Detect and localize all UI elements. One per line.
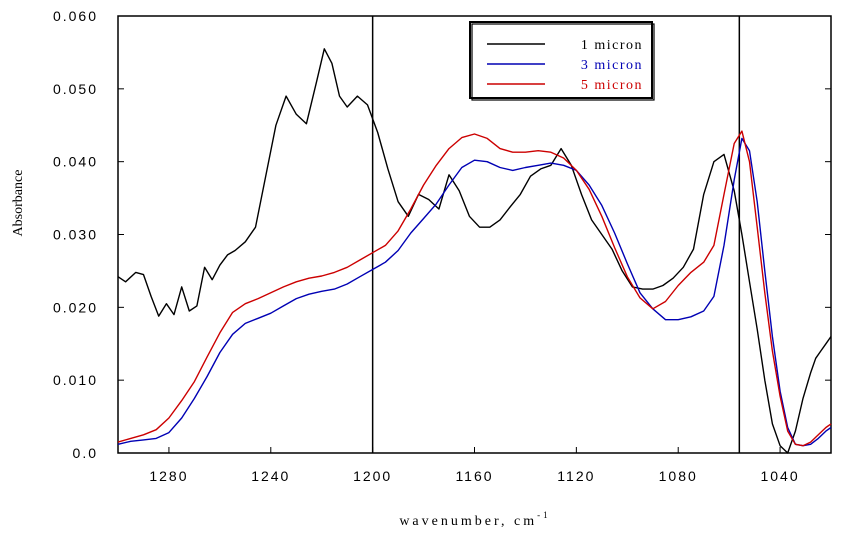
y-tick-label: 0.030 (53, 227, 98, 243)
legend-label-5-micron: 5 micron (581, 78, 643, 93)
x-tick-label: 1280 (149, 468, 188, 484)
y-tick-label: 0.020 (53, 299, 98, 315)
x-tick-label: 1160 (455, 468, 493, 484)
legend: 1 micron 3 micron 5 micron (469, 21, 655, 101)
legend-label-1-micron: 1 micron (581, 38, 643, 53)
x-axis-title-text: wavenumber, cm (399, 514, 537, 529)
y-tick-label: 0.060 (53, 8, 98, 24)
x-tick-label: 1120 (557, 468, 595, 484)
series-line-1-micron (117, 48, 832, 454)
series-line-3-micron (117, 137, 832, 447)
series-line-5-micron (117, 130, 832, 447)
x-axis-title: wavenumber, cm-1 (399, 510, 550, 529)
x-tick-label: 1080 (659, 468, 698, 484)
x-tick-label: 1240 (251, 468, 290, 484)
legend-box (471, 23, 655, 101)
y-tick-label: 0.050 (53, 81, 98, 97)
x-tick-label: 1200 (353, 468, 392, 484)
y-tick-label: 0.040 (53, 154, 98, 170)
legend-box-shadow (469, 21, 653, 99)
x-tick-label: 1040 (760, 468, 799, 484)
x-axis-title-superscript: -1 (537, 510, 551, 520)
y-tick-label: 0.0 (73, 445, 98, 461)
y-tick-label: 0.010 (53, 372, 98, 388)
y-axis-title: Absorbance (11, 170, 26, 237)
legend-label-3-micron: 3 micron (581, 58, 643, 73)
